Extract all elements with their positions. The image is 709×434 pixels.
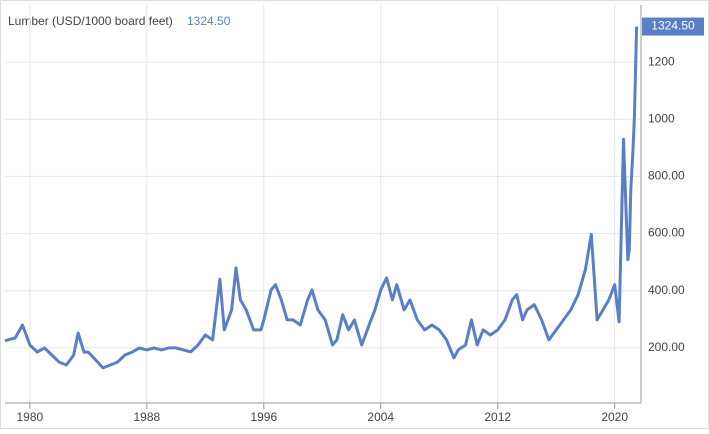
y-tick-label: 600.00 [648, 226, 685, 240]
x-tick-label: 2004 [367, 410, 394, 424]
chart-title: Lumber (USD/1000 board feet) [8, 14, 173, 28]
x-tick-label: 1980 [17, 410, 44, 424]
series-line [4, 26, 639, 370]
y-tick-label: 800.00 [648, 169, 685, 183]
x-tick-label: 1996 [250, 410, 277, 424]
x-tick-label: 1988 [133, 410, 160, 424]
title-value: 1324.50 [187, 14, 231, 28]
y-tick-label: 1000 [648, 111, 675, 125]
last-value-box [642, 17, 704, 36]
y-tick-label: 400.00 [648, 283, 685, 297]
last-value-label: 1324.50 [651, 19, 695, 33]
y-tick-label: 1200 [648, 54, 675, 68]
x-tick-label: 2012 [484, 410, 511, 424]
y-tick-label: 200.00 [648, 340, 685, 354]
x-tick-label: 2020 [601, 410, 628, 424]
